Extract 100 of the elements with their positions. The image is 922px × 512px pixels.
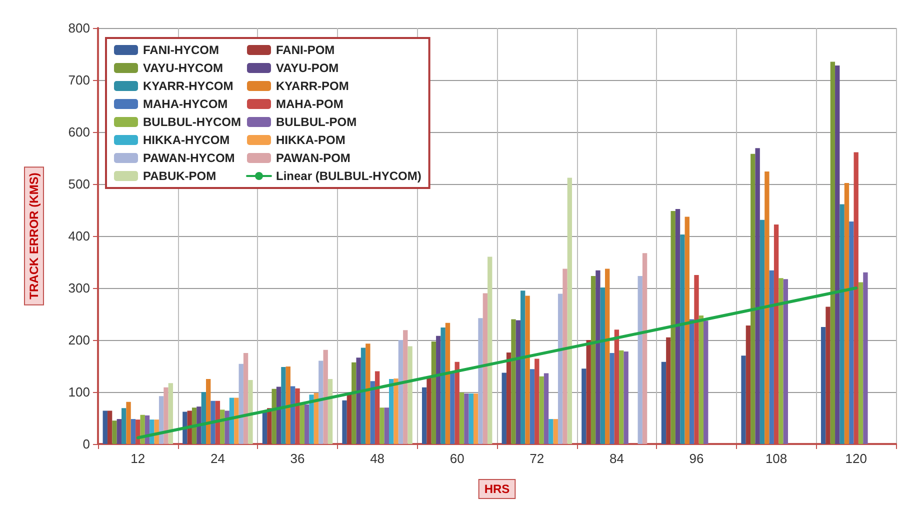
bar	[164, 387, 168, 444]
x-axis-title: HRS	[484, 482, 510, 496]
bar	[511, 319, 516, 444]
bar	[342, 400, 347, 444]
bar	[610, 353, 614, 444]
bar	[464, 394, 469, 444]
bar	[130, 419, 136, 444]
bar	[820, 327, 826, 444]
legend-label: KYARR-POM	[276, 79, 349, 93]
bar	[229, 398, 234, 444]
bar	[689, 319, 694, 444]
bar	[243, 353, 248, 444]
bar	[314, 393, 319, 444]
legend-label: HIKKA-HYCOM	[143, 133, 230, 147]
bar	[356, 358, 361, 444]
x-tick-label: 48	[370, 451, 385, 466]
bar	[698, 316, 704, 444]
y-tick-label: 600	[68, 124, 90, 140]
bar	[248, 380, 253, 444]
bar	[642, 253, 648, 444]
x-tick-label: 36	[290, 451, 305, 466]
y-tick-label: 300	[68, 280, 90, 296]
bar	[680, 234, 685, 444]
y-tick-label: 800	[68, 20, 90, 36]
x-tick-label: 84	[609, 451, 624, 466]
bar	[516, 320, 521, 444]
bar	[168, 383, 174, 444]
bar	[210, 400, 216, 444]
bar	[778, 278, 784, 444]
bar	[346, 393, 352, 444]
legend-label: VAYU-POM	[276, 61, 339, 75]
legend-label: Linear (BULBUL-HYCOM)	[276, 169, 422, 183]
bar	[398, 340, 404, 444]
bar	[389, 379, 394, 444]
x-tick-label: 24	[210, 451, 225, 466]
bar	[506, 352, 512, 444]
bar	[116, 419, 122, 444]
bar	[596, 270, 600, 444]
bar	[450, 371, 455, 444]
legend-label: KYARR-HYCOM	[143, 79, 234, 93]
legend-label: MAHA-HYCOM	[143, 97, 228, 111]
x-tick-label: 120	[845, 451, 867, 466]
bar	[126, 402, 131, 444]
bar	[482, 293, 488, 444]
bar	[661, 362, 666, 444]
bar	[600, 287, 605, 444]
bar	[224, 410, 230, 444]
bar	[783, 279, 788, 444]
bar	[290, 386, 296, 444]
bar	[704, 320, 708, 444]
bar	[670, 211, 676, 444]
x-tick-label: 108	[765, 451, 788, 466]
bar	[158, 396, 164, 444]
bar	[558, 294, 563, 444]
bar	[755, 148, 760, 444]
bar	[201, 392, 206, 444]
x-tick-label: 60	[450, 451, 464, 466]
bar	[300, 404, 305, 444]
bar	[468, 394, 474, 444]
bar	[318, 360, 324, 444]
bar	[107, 410, 112, 444]
bar	[352, 362, 356, 444]
y-tick-label: 400	[68, 228, 90, 244]
bar	[281, 367, 286, 444]
bar	[478, 318, 483, 444]
legend-label: PAWAN-HYCOM	[143, 151, 235, 165]
bar	[858, 282, 864, 444]
bar	[380, 408, 384, 444]
bar	[408, 346, 412, 444]
bar	[488, 256, 492, 444]
bar	[826, 306, 830, 444]
bar	[835, 65, 840, 444]
legend-label: HIKKA-POM	[276, 133, 346, 147]
bar	[586, 340, 591, 444]
bar	[750, 154, 756, 444]
bar	[741, 356, 746, 444]
bar	[286, 366, 290, 444]
x-tick-label: 72	[530, 451, 544, 466]
legend-label: PABUK-POM	[143, 169, 216, 183]
bar	[182, 412, 188, 444]
bar	[666, 337, 671, 444]
bar	[863, 272, 868, 444]
bar	[426, 376, 432, 444]
line-series	[136, 286, 858, 440]
y-tick-label: 700	[68, 72, 90, 88]
bar	[582, 368, 586, 444]
bar	[370, 381, 375, 444]
bar	[440, 328, 446, 444]
bar	[764, 172, 770, 444]
y-tick-label: 0	[82, 436, 90, 452]
bar	[384, 408, 390, 444]
bar	[530, 369, 535, 444]
y-axis-title: TRACK ERROR (KMS)	[27, 172, 41, 300]
bar	[403, 330, 408, 444]
bar	[553, 419, 558, 444]
bar	[769, 270, 774, 444]
bar	[684, 216, 690, 444]
legend-label: BULBUL-POM	[276, 115, 357, 129]
legend-label: PAWAN-POM	[276, 151, 350, 165]
bar	[830, 62, 836, 444]
